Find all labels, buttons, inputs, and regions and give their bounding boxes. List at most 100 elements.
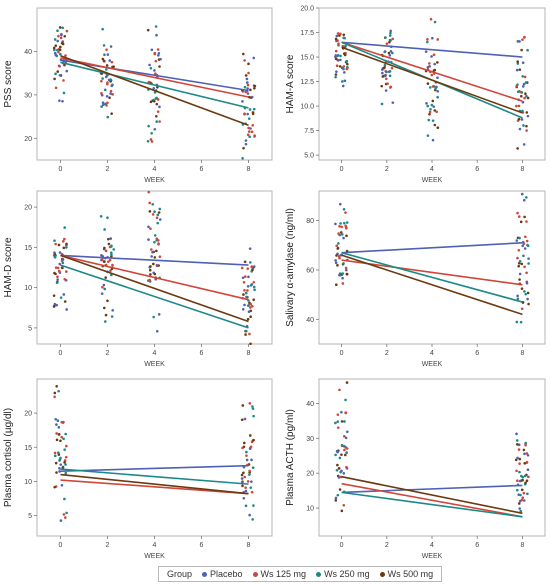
plot-frame <box>318 378 546 537</box>
point-ws125 <box>520 498 524 502</box>
point-ws250 <box>389 31 392 35</box>
trend-line-ws500 <box>341 46 523 114</box>
point-ws250 <box>249 284 253 287</box>
point-placebo <box>432 105 436 108</box>
point-placebo <box>158 105 161 109</box>
point-ws125 <box>156 110 160 113</box>
point-placebo <box>100 292 104 295</box>
x-tick-label: 0 <box>59 350 63 357</box>
x-tick-label: 8 <box>520 166 524 173</box>
point-ws250 <box>55 281 59 285</box>
point-ws500 <box>514 458 518 462</box>
point-ws125 <box>515 104 518 108</box>
point-ws125 <box>246 267 250 270</box>
point-ws500 <box>436 126 440 130</box>
point-ws125 <box>342 434 346 438</box>
point-ws250 <box>518 470 521 474</box>
point-ws500 <box>243 260 247 264</box>
point-placebo <box>436 90 440 93</box>
point-placebo <box>521 85 525 88</box>
point-ws125 <box>110 60 114 64</box>
point-ws500 <box>103 246 106 250</box>
point-ws250 <box>428 86 432 89</box>
y-tick-label: 15 <box>24 245 32 252</box>
point-ws125 <box>244 90 248 94</box>
point-ws125 <box>435 110 438 114</box>
y-tick-label: 5 <box>28 325 32 332</box>
point-ws250 <box>112 248 116 251</box>
point-placebo <box>526 114 530 118</box>
point-ws250 <box>61 26 64 30</box>
point-ws250 <box>337 242 340 245</box>
point-ws500 <box>53 391 57 395</box>
point-ws125 <box>517 448 521 451</box>
point-ws500 <box>522 448 526 452</box>
trend-line-ws125 <box>60 57 249 98</box>
point-ws250 <box>249 486 253 489</box>
point-ws125 <box>426 38 429 41</box>
x-axis-label: WEEK <box>422 177 443 184</box>
point-ws250 <box>342 221 346 225</box>
point-placebo <box>338 233 341 237</box>
point-ws125 <box>524 235 527 239</box>
point-ws500 <box>62 246 66 250</box>
point-ws125 <box>155 216 159 220</box>
point-ws125 <box>516 211 519 215</box>
point-placebo <box>338 202 342 206</box>
point-ws125 <box>63 237 66 241</box>
point-placebo <box>391 101 395 104</box>
point-ws125 <box>248 402 252 405</box>
point-ws500 <box>431 99 435 103</box>
trend-line-placebo <box>341 484 523 494</box>
point-ws125 <box>524 443 527 447</box>
point-placebo <box>102 103 105 106</box>
point-placebo <box>425 102 428 105</box>
point-ws125 <box>523 75 527 79</box>
point-ws250 <box>334 421 337 425</box>
point-ws500 <box>242 146 245 150</box>
point-placebo <box>518 272 522 276</box>
point-placebo <box>153 127 157 131</box>
point-ws250 <box>385 70 388 74</box>
point-placebo <box>158 218 162 221</box>
point-ws250 <box>109 251 113 255</box>
point-ws500 <box>518 278 521 281</box>
point-ws250 <box>149 66 153 70</box>
point-ws250 <box>56 48 59 52</box>
point-placebo <box>523 247 527 250</box>
point-ws125 <box>344 226 348 229</box>
point-ws250 <box>433 20 437 24</box>
point-ws125 <box>386 82 389 85</box>
point-ws250 <box>519 493 522 497</box>
point-placebo <box>58 262 62 266</box>
point-ws500 <box>340 420 344 423</box>
point-ws250 <box>154 25 158 28</box>
point-ws500 <box>525 124 528 128</box>
point-ws125 <box>341 282 345 285</box>
point-ws250 <box>63 497 66 501</box>
point-ws250 <box>527 262 530 265</box>
point-ws500 <box>339 231 343 234</box>
point-placebo <box>247 310 251 313</box>
point-ws250 <box>244 291 248 295</box>
point-ws125 <box>53 451 57 455</box>
point-ws250 <box>248 473 251 476</box>
y-tick-label: 20 <box>24 411 32 418</box>
point-ws125 <box>339 32 342 36</box>
point-ws500 <box>524 481 527 485</box>
point-ws500 <box>61 266 64 270</box>
point-ws500 <box>517 261 521 265</box>
point-ws125 <box>522 491 526 495</box>
point-ws500 <box>344 453 347 457</box>
x-axis-label: WEEK <box>144 177 165 184</box>
point-ws500 <box>338 65 342 68</box>
point-placebo <box>59 463 63 466</box>
plot-frame <box>36 378 273 537</box>
point-placebo <box>53 302 57 306</box>
point-ws125 <box>391 37 395 41</box>
point-ws250 <box>106 115 110 119</box>
point-ws250 <box>427 118 431 122</box>
point-ws125 <box>336 426 340 429</box>
point-ws250 <box>103 228 106 231</box>
point-ws125 <box>111 263 114 267</box>
